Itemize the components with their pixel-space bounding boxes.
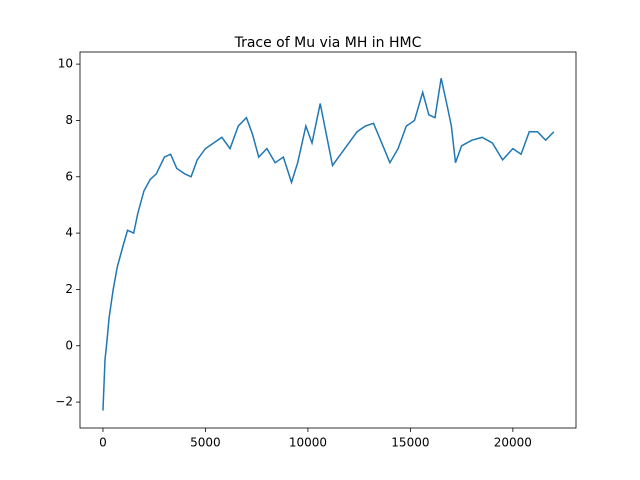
trace-line [102, 78, 555, 411]
x-tick-label: 10000 [289, 436, 327, 450]
y-tick-label: 0 [65, 338, 73, 352]
y-tick-label: 4 [65, 226, 73, 240]
y-tick-label: −2 [55, 395, 73, 409]
y-tick-label: 8 [65, 113, 73, 127]
y-tick-label: 6 [65, 169, 73, 183]
x-tick-label: 20000 [494, 436, 532, 450]
x-tick-label: 15000 [391, 436, 429, 450]
y-tick-label: 10 [58, 57, 73, 71]
x-tick-label: 0 [99, 436, 107, 450]
chart-title: Trace of Mu via MH in HMC [234, 35, 422, 51]
x-tick-label: 5000 [190, 436, 221, 450]
y-tick-label: 2 [65, 282, 73, 296]
plot-frame [79, 51, 577, 429]
